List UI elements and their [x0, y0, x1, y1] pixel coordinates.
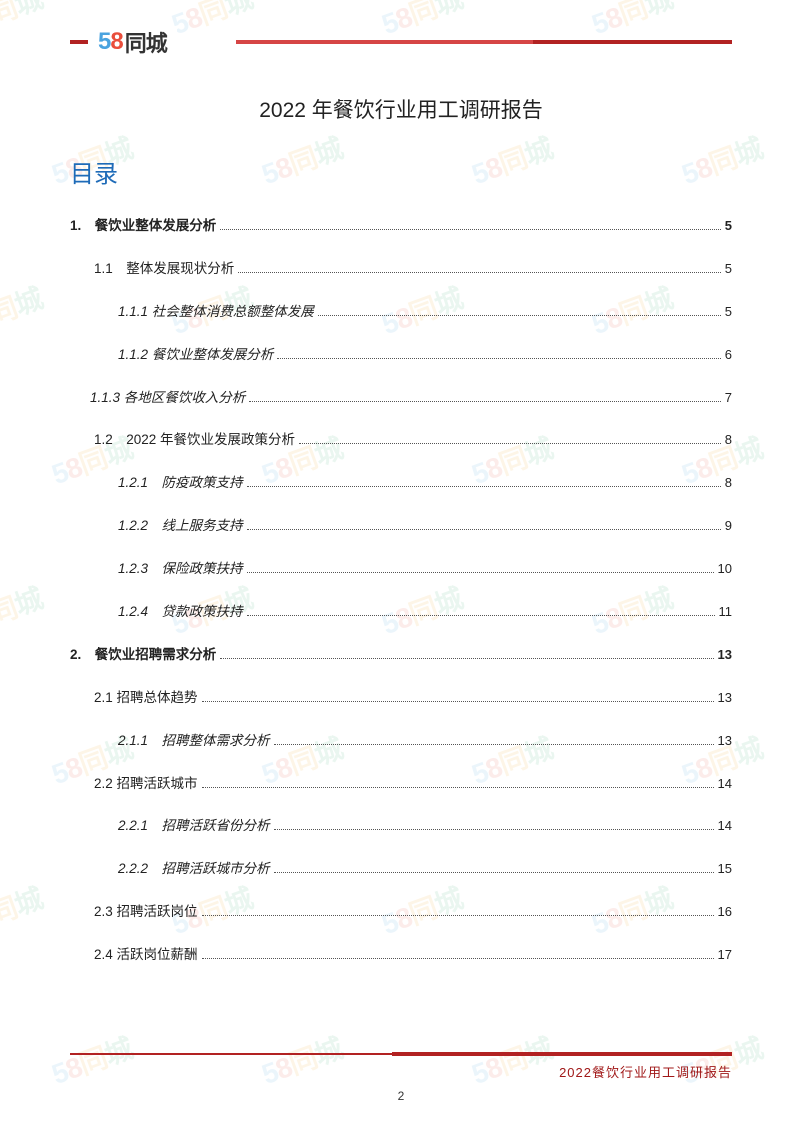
toc-entry-label: 1. 餐饮业整体发展分析 — [70, 217, 216, 236]
toc-entry-label: 2.4 活跃岗位薪酬 — [94, 946, 198, 965]
toc-entry-page: 15 — [718, 860, 732, 878]
toc-entry[interactable]: 2. 餐饮业招聘需求分析 13 — [70, 646, 732, 665]
toc-entry[interactable]: 2.3 招聘活跃岗位 16 — [70, 903, 732, 922]
toc-leader — [274, 744, 714, 745]
toc-leader — [247, 572, 714, 573]
document-title: 2022 年餐饮行业用工调研报告 — [70, 94, 732, 124]
toc-leader — [318, 315, 721, 316]
toc-entry-label: 2.1.1 招聘整体需求分析 — [118, 732, 270, 751]
toc-leader — [247, 486, 721, 487]
toc-entry-page: 13 — [718, 732, 732, 750]
page-footer: 2022餐饮行业用工调研报告 2 — [70, 1052, 732, 1103]
toc-entry[interactable]: 1.2.2 线上服务支持 9 — [70, 517, 732, 536]
toc-entry[interactable]: 1.2.3 保险政策扶持 10 — [70, 560, 732, 579]
toc-entry[interactable]: 1.1.2 餐饮业整体发展分析 6 — [70, 346, 732, 365]
toc-entry-label: 1.1.1 社会整体消费总额整体发展 — [118, 303, 314, 322]
toc-leader — [202, 701, 714, 702]
toc-entry-page: 5 — [725, 303, 732, 321]
page-number: 2 — [70, 1089, 732, 1103]
toc-entry-label: 1.2.4 贷款政策扶持 — [118, 603, 243, 622]
toc-entry-page: 16 — [718, 903, 732, 921]
toc-leader — [247, 615, 715, 616]
toc-entry-page: 11 — [719, 603, 733, 621]
toc-entry[interactable]: 2.2.2 招聘活跃城市分析 15 — [70, 860, 732, 879]
toc-entry-page: 5 — [725, 260, 732, 278]
toc-entry-page: 17 — [718, 946, 732, 964]
toc-entry-label: 2.2.2 招聘活跃城市分析 — [118, 860, 270, 879]
toc-leader — [220, 229, 721, 230]
header-bar: 58同城 — [70, 26, 732, 66]
toc-leader — [274, 829, 714, 830]
toc-entry[interactable]: 1. 餐饮业整体发展分析 5 — [70, 217, 732, 236]
toc-entry-page: 14 — [718, 775, 732, 793]
toc-entry-page: 8 — [725, 431, 732, 449]
toc-entry-page: 5 — [725, 217, 732, 235]
toc-leader — [220, 658, 713, 659]
toc-leader — [202, 958, 714, 959]
toc-entry-page: 13 — [718, 646, 732, 664]
toc-entry[interactable]: 1.2.1 防疫政策支持 8 — [70, 474, 732, 493]
toc-entry-label: 1.2.2 线上服务支持 — [118, 517, 243, 536]
toc-list: 1. 餐饮业整体发展分析51.1 整体发展现状分析51.1.1 社会整体消费总额… — [70, 217, 732, 965]
toc-entry[interactable]: 1.1.1 社会整体消费总额整体发展 5 — [70, 303, 732, 322]
toc-entry-label: 1.1.2 餐饮业整体发展分析 — [118, 346, 273, 365]
toc-entry[interactable]: 2.2.1 招聘活跃省份分析 14 — [70, 817, 732, 836]
toc-entry[interactable]: 2.1.1 招聘整体需求分析 13 — [70, 732, 732, 751]
toc-entry-page: 13 — [718, 689, 732, 707]
toc-entry-page: 9 — [725, 517, 732, 535]
toc-entry[interactable]: 1.1.3 各地区餐饮收入分析 7 — [70, 389, 732, 408]
toc-leader — [238, 272, 720, 273]
toc-leader — [202, 915, 714, 916]
toc-leader — [277, 358, 720, 359]
toc-entry-page: 8 — [725, 474, 732, 492]
logo-tongcheng: 同城 — [125, 26, 167, 58]
toc-entry-label: 1.1 整体发展现状分析 — [94, 260, 234, 279]
brand-logo: 58同城 — [88, 26, 177, 58]
toc-entry[interactable]: 2.1 招聘总体趋势 13 — [70, 689, 732, 708]
toc-entry-label: 2. 餐饮业招聘需求分析 — [70, 646, 216, 665]
toc-entry-label: 2.2.1 招聘活跃省份分析 — [118, 817, 270, 836]
toc-entry-label: 2.3 招聘活跃岗位 — [94, 903, 198, 922]
page: 58同城 2022 年餐饮行业用工调研报告 目录 1. 餐饮业整体发展分析51.… — [0, 0, 802, 1133]
toc-leader — [249, 401, 720, 402]
toc-entry-page: 14 — [718, 817, 732, 835]
toc-entry-page: 6 — [725, 346, 732, 364]
toc-leader — [202, 787, 714, 788]
toc-heading: 目录 — [70, 154, 732, 189]
toc-entry-label: 1.2 2022 年餐饮业发展政策分析 — [94, 431, 295, 450]
toc-leader — [274, 872, 714, 873]
toc-entry[interactable]: 2.2 招聘活跃城市 14 — [70, 775, 732, 794]
toc-entry[interactable]: 1.2 2022 年餐饮业发展政策分析 8 — [70, 431, 732, 450]
footer-label: 2022餐饮行业用工调研报告 — [70, 1062, 732, 1081]
toc-entry-page: 10 — [718, 560, 732, 578]
toc-entry-label: 1.2.3 保险政策扶持 — [118, 560, 243, 579]
toc-entry-label: 2.1 招聘总体趋势 — [94, 689, 198, 708]
toc-entry-label: 1.1.3 各地区餐饮收入分析 — [90, 389, 245, 408]
toc-entry[interactable]: 2.4 活跃岗位薪酬 17 — [70, 946, 732, 965]
logo-digit-5: 5 — [98, 28, 110, 56]
toc-entry[interactable]: 1.2.4 贷款政策扶持 11 — [70, 603, 732, 622]
toc-entry[interactable]: 1.1 整体发展现状分析 5 — [70, 260, 732, 279]
toc-entry-label: 1.2.1 防疫政策支持 — [118, 474, 243, 493]
toc-entry-label: 2.2 招聘活跃城市 — [94, 775, 198, 794]
logo-digit-8: 8 — [110, 28, 122, 56]
footer-rule — [70, 1052, 732, 1056]
toc-leader — [247, 529, 721, 530]
toc-leader — [299, 443, 721, 444]
toc-entry-page: 7 — [725, 389, 732, 407]
